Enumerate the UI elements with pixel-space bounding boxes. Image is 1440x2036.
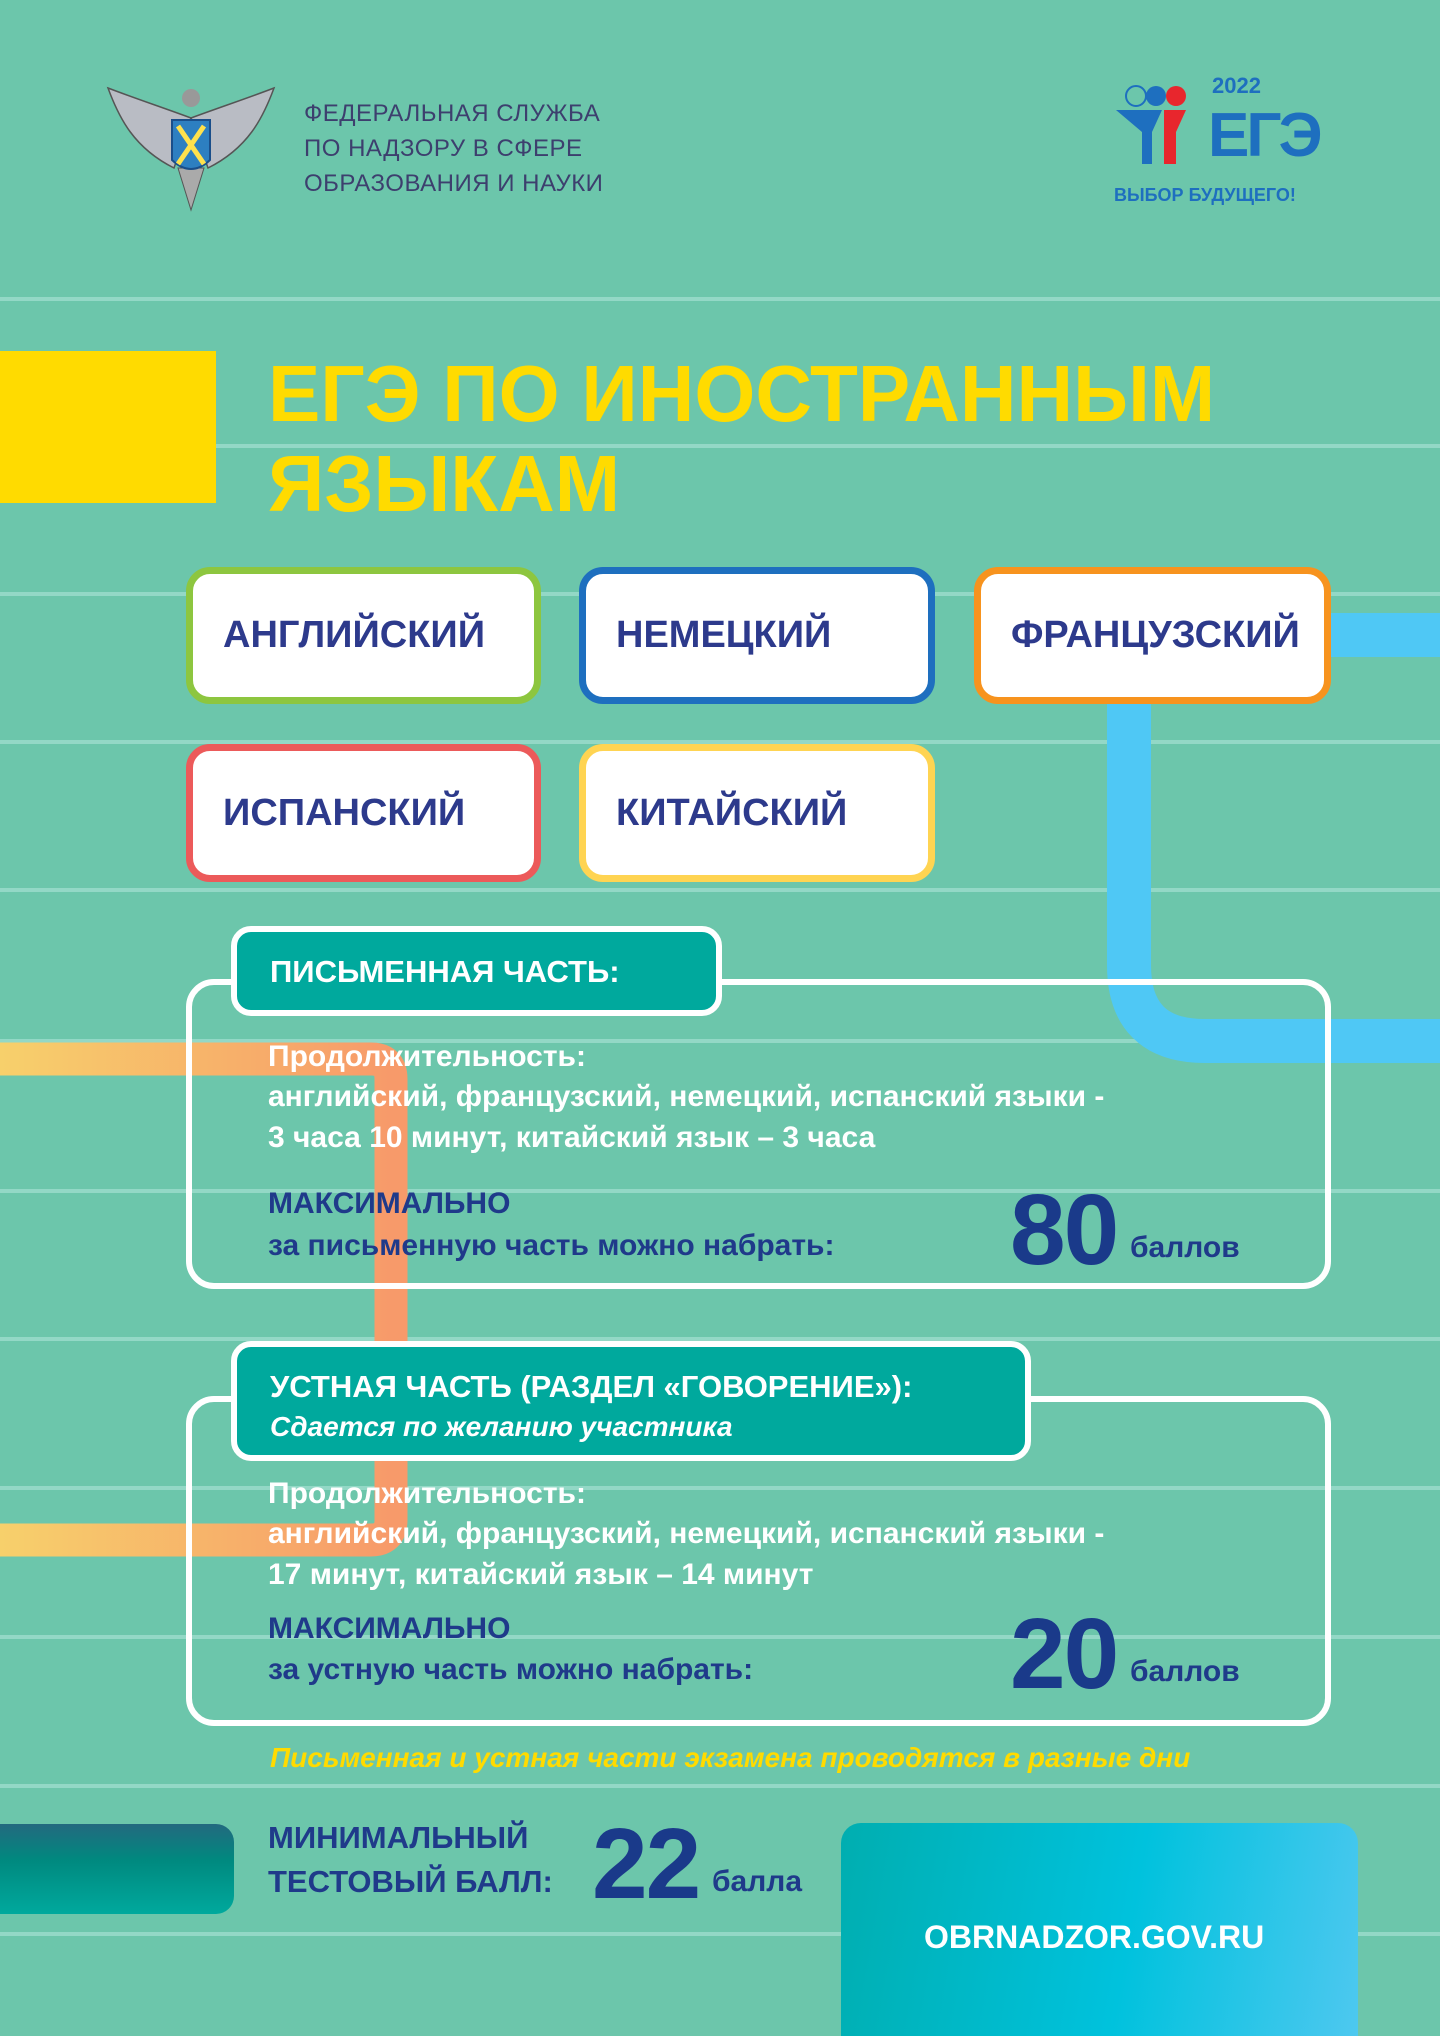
written-part-heading: ПИСЬМЕННАЯ ЧАСТЬ: [231, 926, 722, 1016]
divider-line [0, 888, 1440, 892]
written-part-frame [186, 979, 1331, 1289]
org-name-line: ФЕДЕРАЛЬНАЯ СЛУЖБА [304, 100, 601, 127]
oral-max-text: за устную часть можно набрать: [268, 1653, 754, 1686]
website-link[interactable]: OBRNADZOR.GOV.RU [924, 1919, 1265, 1955]
minimum-accent-bar [0, 1824, 234, 1914]
language-spanish: ИСПАНСКИЙ [186, 744, 541, 882]
website-box[interactable]: OBRNADZOR.GOV.RU [841, 1823, 1358, 2036]
language-english: АНГЛИЙСКИЙ [186, 567, 541, 704]
language-german: НЕМЕЦКИЙ [579, 567, 935, 704]
different-days-note: Письменная и устная части экзамена прово… [270, 1742, 1191, 1773]
divider-line [0, 1932, 1440, 1936]
ege-word: ЕГЭ [1208, 101, 1323, 170]
oral-max-score: 20 [1010, 1598, 1119, 1710]
written-max-score: 80 [1010, 1174, 1119, 1286]
page-title-line1: ЕГЭ ПО ИНОСТРАННЫМ [268, 349, 1216, 438]
divider-line [0, 1039, 1440, 1043]
minimum-score-unit: балла [712, 1865, 803, 1898]
orange-pipe [0, 1042, 408, 1557]
divider-line [0, 1784, 1440, 1788]
org-name-line: ПО НАДЗОРУ В СФЕРЕ [304, 135, 583, 162]
oral-part-heading: УСТНАЯ ЧАСТЬ (РАЗДЕЛ «ГОВОРЕНИЕ»): [270, 1369, 913, 1404]
org-name-line: ОБРАЗОВАНИЯ И НАУКИ [304, 170, 604, 197]
ege-people-icon [1116, 85, 1186, 164]
minimum-score: 22 [592, 1808, 701, 1920]
divider-line [0, 297, 1440, 301]
oral-duration-label: Продолжительность: [268, 1477, 586, 1510]
written-duration-label: Продолжительность: [268, 1040, 586, 1073]
written-max-text: за письменную часть можно набрать: [268, 1229, 835, 1262]
minimum-label-line1: МИНИМАЛЬНЫЙ [268, 1820, 529, 1855]
oral-duration-line: английский, французский, немецкий, испан… [268, 1517, 1105, 1550]
ege-slogan: ВЫБОР БУДУЩЕГО! [1114, 185, 1296, 205]
oral-max-label: МАКСИМАЛЬНО [268, 1612, 511, 1645]
oral-part-heading-box: УСТНАЯ ЧАСТЬ (РАЗДЕЛ «ГОВОРЕНИЕ»): Сдает… [231, 1341, 1031, 1461]
written-duration-line: 3 часа 10 минут, китайский язык – 3 часа [268, 1121, 876, 1154]
divider-line [0, 1189, 1440, 1193]
minimum-label-line2: ТЕСТОВЫЙ БАЛЛ: [268, 1864, 553, 1899]
ege-year: 2022 [1212, 73, 1261, 98]
divider-line [0, 1337, 1440, 1341]
rosobrnadzor-emblem-icon [106, 86, 276, 212]
divider-line [0, 740, 1440, 744]
ege-logo: 2022 ЕГЭ ВЫБОР БУДУЩЕГО! [1112, 74, 1336, 214]
divider-line [0, 1486, 1440, 1490]
oral-duration-line: 17 минут, китайский язык – 14 минут [268, 1558, 814, 1591]
language-french: ФРАНЦУЗСКИЙ [974, 567, 1331, 704]
written-duration-line: английский, французский, немецкий, испан… [268, 1080, 1105, 1113]
written-max-label: МАКСИМАЛЬНО [268, 1187, 511, 1220]
written-score-unit: баллов [1130, 1231, 1240, 1264]
language-chinese: КИТАЙСКИЙ [579, 744, 935, 882]
page-title-line2: ЯЗЫКАМ [268, 439, 621, 528]
divider-line [0, 1635, 1440, 1639]
oral-part-subheading: Сдается по желанию участника [270, 1411, 733, 1442]
title-accent-block [0, 351, 216, 503]
oral-score-unit: баллов [1130, 1655, 1240, 1688]
divider-line [216, 444, 1440, 448]
blue-pipe [1107, 613, 1440, 1063]
